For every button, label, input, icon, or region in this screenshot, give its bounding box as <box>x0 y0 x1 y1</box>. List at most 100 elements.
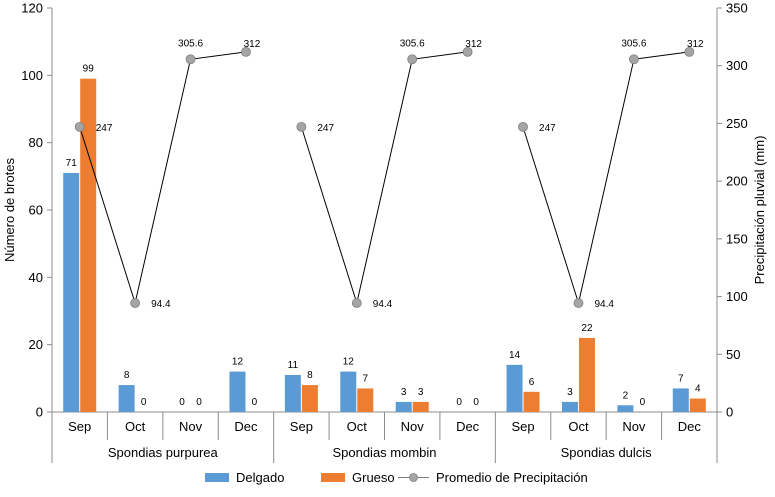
bar-delgado <box>284 374 301 412</box>
bar-grueso <box>689 398 706 412</box>
precipitation-marker <box>462 46 473 57</box>
species-group-label: Spondias mombin <box>332 445 436 460</box>
bar-delgado <box>340 371 357 412</box>
precipitation-data-label: 305.6 <box>178 38 203 49</box>
precipitation-marker <box>518 121 528 132</box>
right-axis-title: Precipitación pluvial (mm) <box>752 136 767 285</box>
precipitation-line <box>300 51 468 305</box>
precipitation-marker <box>130 298 141 308</box>
precipitation-data-label: 312 <box>687 39 704 50</box>
bar-data-label: 12 <box>343 357 355 368</box>
bar-delgado <box>561 401 578 412</box>
precipitation-marker <box>684 46 695 57</box>
month-label: Oct <box>347 419 368 434</box>
precipitation-data-label: 247 <box>539 123 556 134</box>
left-tick-label: 20 <box>29 337 43 352</box>
left-tick-label: 60 <box>29 203 43 218</box>
precipitation-data-label: 94.4 <box>151 299 171 310</box>
bar-data-label: 7 <box>678 373 684 384</box>
bar-grueso <box>80 78 97 412</box>
precipitation-marker <box>573 298 584 308</box>
bar-data-label: 3 <box>418 387 424 398</box>
precipitation-marker <box>407 54 418 65</box>
precipitation-marker <box>74 121 85 132</box>
bar-data-label: 3 <box>401 387 407 398</box>
left-tick-label: 0 <box>36 405 43 420</box>
right-tick-label: 250 <box>726 116 748 131</box>
legend-marker-precipitation <box>409 473 418 482</box>
month-label: Oct <box>125 419 146 434</box>
precipitation-marker <box>351 298 362 308</box>
legend-label-delgado: Delgado <box>236 470 284 485</box>
precipitation-marker <box>296 121 307 132</box>
legend-swatch-grueso <box>321 473 345 482</box>
precipitation-marker <box>628 54 639 65</box>
month-label: Nov <box>622 419 646 434</box>
bar-grueso <box>357 388 374 412</box>
precipitation-data-label: 312 <box>465 39 482 50</box>
species-group-label: Spondias dulcis <box>561 445 653 460</box>
month-label: Dec <box>678 419 702 434</box>
bar-data-label: 0 <box>196 397 202 408</box>
right-tick-label: 150 <box>726 231 748 246</box>
left-tick-label: 100 <box>21 68 43 83</box>
species-group-label: Spondias purpurea <box>108 445 219 460</box>
right-tick-label: 50 <box>726 347 740 362</box>
bar-delgado <box>229 371 246 412</box>
bar-data-label: 99 <box>83 64 95 75</box>
precipitation-data-label: 94.4 <box>373 299 393 310</box>
month-label: Nov <box>401 419 425 434</box>
bar-delgado <box>506 364 523 412</box>
bar-delgado <box>63 172 80 412</box>
right-tick-label: 350 <box>726 1 748 16</box>
bar-data-label: 4 <box>695 384 701 395</box>
bar-delgado <box>672 388 689 412</box>
legend-swatch-delgado <box>205 473 229 482</box>
bar-delgado <box>617 405 634 412</box>
month-label: Nov <box>179 419 203 434</box>
bar-data-label: 8 <box>307 370 313 381</box>
bar-data-label: 8 <box>124 370 130 381</box>
precipitation-line <box>522 51 690 305</box>
bar-data-label: 2 <box>623 390 629 401</box>
precipitation-data-label: 247 <box>317 123 334 134</box>
bar-data-label: 7 <box>363 373 369 384</box>
left-tick-label: 120 <box>21 1 43 16</box>
legend-label-grueso: Grueso <box>352 470 395 485</box>
bar-data-label: 0 <box>456 397 462 408</box>
bar-delgado <box>118 385 135 412</box>
precipitation-data-label: 94.4 <box>594 299 614 310</box>
bar-data-label: 12 <box>232 357 244 368</box>
bar-data-label: 14 <box>509 350 521 361</box>
precipitation-data-label: 312 <box>244 39 261 50</box>
right-tick-label: 0 <box>726 405 733 420</box>
precipitation-marker <box>241 46 251 57</box>
right-tick-label: 300 <box>726 58 748 73</box>
bar-data-label: 22 <box>581 323 593 334</box>
bar-data-label: 11 <box>288 360 299 371</box>
legend-label-precipitation: Promedio de Precipitación <box>436 470 588 485</box>
bar-grueso <box>301 385 318 412</box>
left-tick-label: 80 <box>29 135 43 150</box>
bar-data-label: 0 <box>473 397 479 408</box>
right-tick-label: 100 <box>726 289 748 304</box>
bar-data-label: 0 <box>252 397 258 408</box>
month-label: Sep <box>290 419 313 434</box>
left-tick-label: 40 <box>29 270 43 285</box>
month-label: Dec <box>456 419 480 434</box>
bar-delgado <box>395 401 412 412</box>
bar-data-label: 0 <box>179 397 185 408</box>
precipitation-data-label: 305.6 <box>621 38 646 49</box>
bar-data-label: 0 <box>141 397 147 408</box>
precipitation-line <box>79 51 247 305</box>
bar-data-label: 3 <box>567 387 573 398</box>
left-axis-title: Número de brotes <box>2 157 17 262</box>
month-label: Oct <box>568 419 589 434</box>
precipitation-data-label: 247 <box>96 123 113 134</box>
month-label: Sep <box>511 419 534 434</box>
precipitation-data-label: 305.6 <box>400 38 425 49</box>
bar-data-label: 71 <box>66 158 78 169</box>
bar-data-label: 0 <box>640 397 646 408</box>
